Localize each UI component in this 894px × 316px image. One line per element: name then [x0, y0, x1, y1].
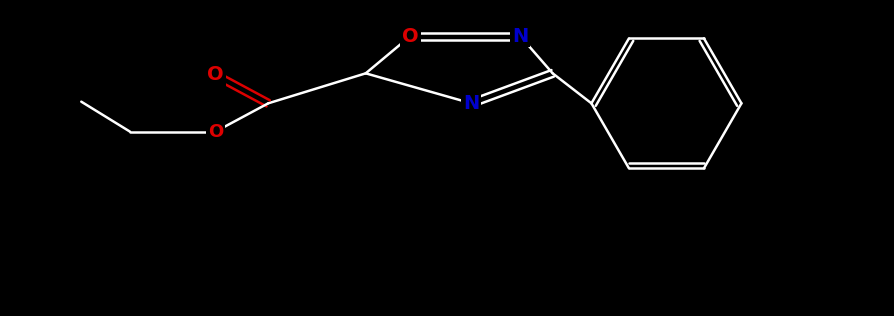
Text: O: O	[402, 27, 418, 46]
Text: O: O	[207, 65, 224, 84]
Text: N: N	[512, 27, 528, 46]
Text: N: N	[463, 94, 479, 113]
Text: O: O	[207, 123, 223, 141]
